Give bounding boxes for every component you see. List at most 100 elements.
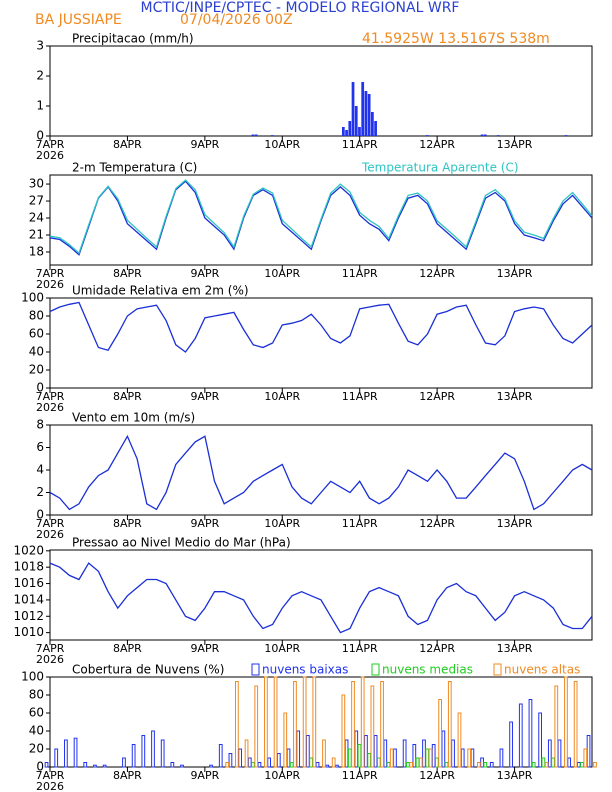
bar	[93, 764, 97, 768]
bar	[531, 762, 536, 768]
panel-title: Cobertura de Nuvens (%)	[72, 663, 224, 677]
y-tick-label: 18	[29, 244, 44, 258]
bar	[354, 106, 358, 136]
x-tick-label: 13APR	[497, 390, 533, 403]
bar	[457, 712, 462, 768]
y-tick-label: 1010	[13, 625, 44, 639]
bar	[347, 748, 352, 768]
bar	[586, 735, 591, 768]
bar	[451, 739, 455, 768]
y-tick-label: 6	[36, 440, 44, 454]
x-tick-label: 8APR	[113, 390, 142, 403]
bar	[480, 134, 484, 136]
y-tick-label: 60	[29, 327, 44, 341]
bar	[370, 685, 375, 768]
bar	[102, 764, 107, 768]
series-line	[49, 434, 593, 511]
bar	[276, 753, 281, 768]
x-tick-label: 11APR	[342, 642, 378, 655]
bar	[499, 748, 504, 768]
bar	[428, 748, 433, 768]
y-tick-label: 80	[29, 309, 44, 323]
x-tick-label: 9APR	[190, 138, 219, 151]
legend-label: nuvens baixas	[262, 663, 348, 677]
bar	[244, 739, 249, 768]
legend-label: 2-m Temperatura (C)	[72, 161, 197, 175]
bar	[344, 739, 349, 768]
x-year-label: 2026	[36, 278, 64, 291]
x-tick-label: 8APR	[113, 517, 142, 530]
bar	[441, 730, 446, 768]
bar	[322, 739, 326, 768]
bar	[415, 757, 420, 768]
bar	[376, 757, 381, 768]
y-tick-label: 8	[36, 418, 44, 432]
plot-frame	[49, 549, 593, 641]
y-tick-label: 20	[29, 363, 44, 377]
bar	[380, 681, 384, 768]
bar	[325, 764, 330, 768]
legend-label: nuvens altas	[504, 663, 580, 677]
plot-frame	[49, 297, 593, 389]
bar	[412, 744, 417, 768]
x-tick-label: 12APR	[419, 390, 455, 403]
bar	[518, 703, 523, 768]
bar	[557, 739, 562, 768]
header-run: 07/04/2026 00Z	[180, 12, 293, 28]
bar	[131, 744, 136, 768]
x-tick-label: 7APR	[36, 390, 65, 403]
bar	[315, 762, 320, 768]
bar	[218, 744, 223, 768]
bar	[371, 112, 374, 136]
bar	[361, 82, 365, 136]
bar	[348, 121, 352, 136]
bar	[374, 121, 377, 136]
bar	[431, 744, 436, 768]
bar	[402, 739, 407, 768]
bar	[389, 748, 394, 768]
y-tick-label: 0	[36, 508, 44, 522]
y-tick-label: 0	[36, 381, 44, 395]
x-tick-label: 9APR	[190, 390, 219, 403]
bar	[435, 757, 439, 768]
bar	[64, 739, 68, 768]
bar	[405, 762, 410, 768]
series-line	[49, 179, 593, 255]
bar	[341, 694, 346, 768]
bar	[141, 735, 146, 768]
y-tick-label: 21	[29, 228, 44, 242]
x-tick-label: 10APR	[264, 267, 300, 280]
x-tick-label: 12APR	[419, 267, 455, 280]
bar	[264, 676, 268, 768]
bar	[309, 757, 313, 768]
bar	[289, 762, 294, 768]
panel-title: Umidade Relativa em 2m (%)	[72, 284, 249, 298]
x-tick-label: 9APR	[190, 642, 219, 655]
y-tick-label: 1	[36, 99, 44, 113]
bar	[447, 681, 452, 768]
panel-title: Vento em 10m (m/s)	[72, 411, 195, 425]
bar	[551, 757, 555, 768]
y-tick-label: 4	[36, 463, 44, 477]
bar	[564, 676, 568, 768]
bar	[293, 681, 297, 768]
bar	[358, 127, 361, 136]
bar	[296, 730, 301, 768]
bar	[425, 135, 429, 136]
bar	[257, 762, 262, 768]
x-tick-label: 10APR	[264, 138, 300, 151]
x-tick-label: 7APR	[36, 138, 65, 151]
bar	[567, 757, 572, 768]
bar	[554, 685, 559, 768]
x-tick-label: 7APR	[36, 267, 65, 280]
x-tick-label: 11APR	[342, 390, 378, 403]
y-tick-label: 60	[29, 706, 44, 720]
bar	[225, 762, 230, 768]
bar	[409, 762, 413, 768]
x-tick-label: 8APR	[113, 642, 142, 655]
x-tick-label: 9APR	[190, 769, 219, 782]
x-tick-label: 10APR	[264, 390, 300, 403]
bar	[209, 764, 213, 768]
x-tick-label: 8APR	[113, 267, 142, 280]
y-tick-label: 3	[36, 39, 44, 53]
